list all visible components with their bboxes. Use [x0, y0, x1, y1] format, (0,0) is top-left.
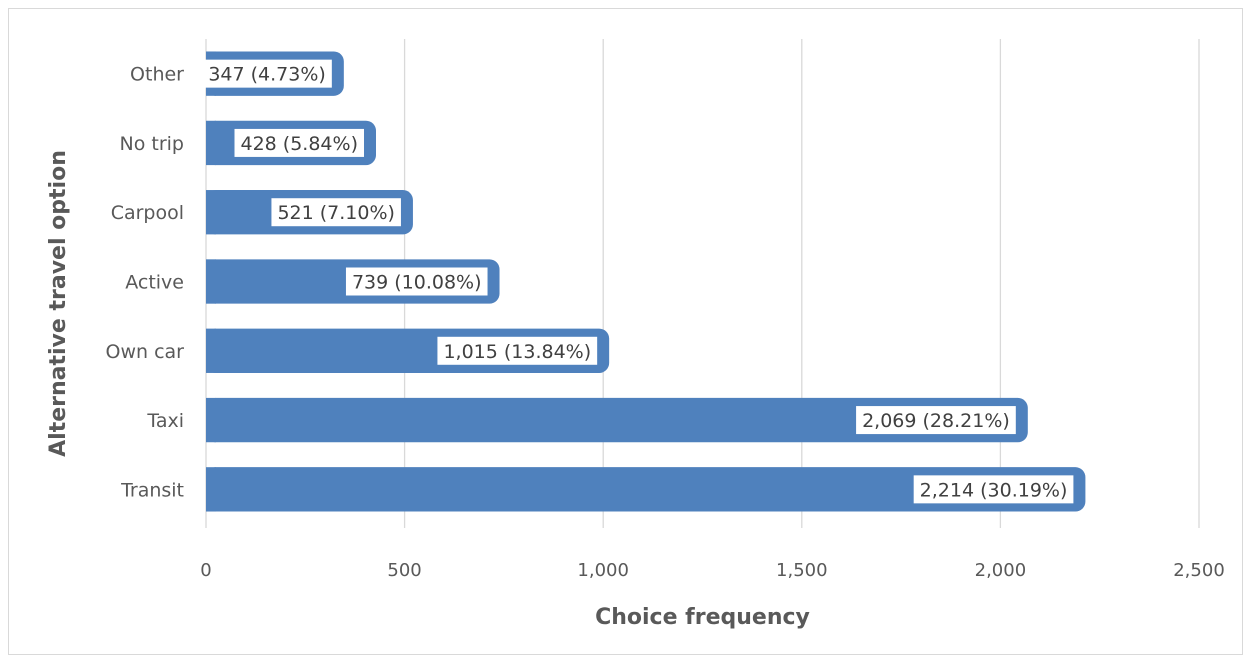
x-tick-labels: 0 500 1,000 1,500 2,000 2,500	[200, 560, 1224, 581]
chart-container: 2,214 (30.19%) 2,069 (28.21%) 1,015 (13.84…	[8, 8, 1243, 655]
data-label-box	[202, 59, 332, 88]
bar	[206, 397, 1028, 443]
data-label-group: 521 (7.10%)	[271, 198, 401, 227]
data-label: 347 (4.73%)	[208, 64, 326, 86]
category-label: Own car	[106, 341, 185, 363]
data-label-group: 428 (5.84%)	[234, 128, 365, 157]
bar-left-edge	[206, 190, 216, 235]
x-tick-label: 1,500	[776, 560, 828, 581]
data-label: 521 (7.10%)	[277, 202, 395, 224]
bars: 2,214 (30.19%) 2,069 (28.21%) 1,015 (13.84…	[202, 51, 1086, 512]
x-tick-label: 1,000	[577, 560, 629, 581]
bar-left-edge	[206, 397, 216, 443]
bar-left-edge	[206, 467, 216, 512]
data-label: 739 (10.08%)	[352, 272, 482, 294]
gridlines	[205, 39, 1200, 528]
x-tick-label: 0	[200, 560, 211, 581]
bar-left-edge	[206, 259, 216, 304]
data-label: 428 (5.84%)	[241, 133, 359, 155]
data-label-box	[345, 267, 488, 296]
data-label: 2,214 (30.19%)	[920, 479, 1068, 501]
category-label: Carpool	[111, 202, 184, 224]
x-axis-title: Choice frequency	[595, 605, 810, 630]
data-label-group: 347 (4.73%)	[202, 59, 332, 88]
y-axis-title: Alternative travel option	[46, 150, 71, 457]
x-tick-label: 2,500	[1173, 560, 1225, 581]
category-label: Other	[130, 64, 184, 86]
data-label-group: 2,214 (30.19%)	[913, 475, 1074, 504]
x-tick-label: 2,000	[975, 560, 1027, 581]
data-label-box	[913, 475, 1074, 504]
data-label-box	[271, 198, 401, 227]
category-label: No trip	[120, 133, 184, 155]
bar-chart: 2,214 (30.19%) 2,069 (28.21%) 1,015 (13.84…	[46, 39, 1225, 630]
data-label-group: 2,069 (28.21%)	[856, 406, 1016, 435]
bar-left-edge	[206, 120, 216, 166]
data-label-box	[437, 336, 598, 365]
data-label-box	[234, 128, 365, 157]
data-label-group: 739 (10.08%)	[345, 267, 488, 296]
bar	[206, 467, 1086, 512]
data-label: 1,015 (13.84%)	[443, 341, 591, 363]
data-label-box	[856, 406, 1016, 435]
x-tick-label: 500	[387, 560, 421, 581]
bar-left-edge	[206, 328, 216, 373]
data-label-group: 1,015 (13.84%)	[437, 336, 598, 365]
category-label: Taxi	[146, 410, 184, 432]
category-label: Transit	[120, 479, 184, 501]
category-labels: Transit Taxi Own car Active Carpool No trip Ot…	[106, 64, 185, 502]
data-label: 2,069 (28.21%)	[862, 410, 1010, 432]
category-label: Active	[125, 272, 184, 294]
